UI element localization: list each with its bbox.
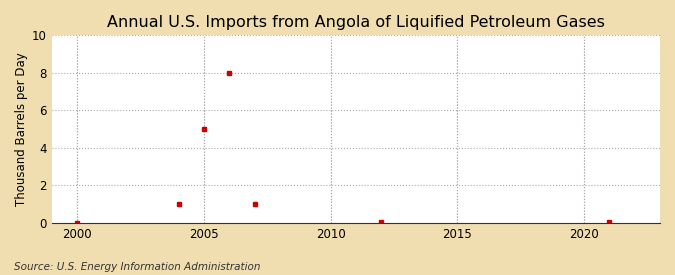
Y-axis label: Thousand Barrels per Day: Thousand Barrels per Day [15, 52, 28, 206]
Text: Source: U.S. Energy Information Administration: Source: U.S. Energy Information Administ… [14, 262, 260, 272]
Title: Annual U.S. Imports from Angola of Liquified Petroleum Gases: Annual U.S. Imports from Angola of Liqui… [107, 15, 605, 30]
